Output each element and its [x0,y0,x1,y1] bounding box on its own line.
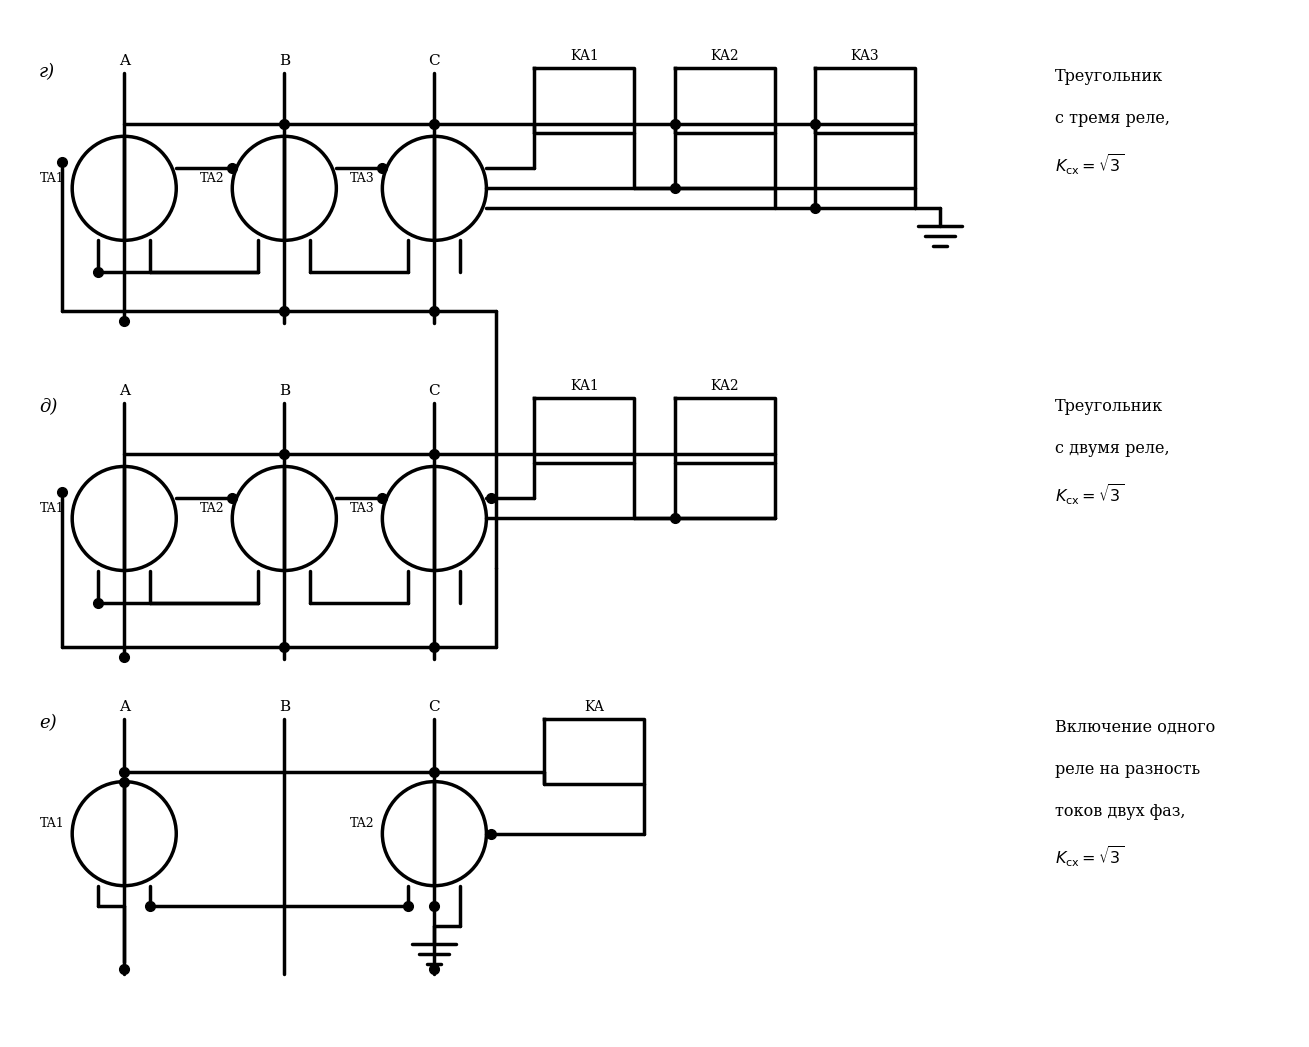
Text: KA1: KA1 [571,379,598,394]
Text: TA2: TA2 [200,502,224,515]
Text: реле на разность: реле на разность [1055,760,1200,778]
Text: KA3: KA3 [851,49,878,63]
Text: токов двух фаз,: токов двух фаз, [1055,803,1185,820]
Text: $K_{\mathrm{cx}}=\sqrt{3}$: $K_{\mathrm{cx}}=\sqrt{3}$ [1055,152,1123,177]
Text: C: C [428,54,440,68]
Text: KA2: KA2 [711,49,738,63]
Text: KA: KA [585,699,605,714]
Text: $K_{\mathrm{cx}}=\sqrt{3}$: $K_{\mathrm{cx}}=\sqrt{3}$ [1055,483,1123,507]
Text: TA3: TA3 [350,172,374,185]
Text: TA1: TA1 [39,502,64,515]
Text: Треугольник: Треугольник [1055,399,1162,416]
Text: KA1: KA1 [571,49,598,63]
Text: е): е) [39,714,56,732]
Text: TA2: TA2 [350,817,374,830]
Text: B: B [279,54,289,68]
Text: TA1: TA1 [39,172,64,185]
Text: $K_{\mathrm{cx}}=\sqrt{3}$: $K_{\mathrm{cx}}=\sqrt{3}$ [1055,845,1123,869]
Text: A: A [119,699,130,714]
Text: Включение одного: Включение одного [1055,718,1215,736]
Text: A: A [119,384,130,399]
Text: с двумя реле,: с двумя реле, [1055,441,1169,458]
Text: с тремя реле,: с тремя реле, [1055,110,1170,128]
Text: B: B [279,384,289,399]
Text: A: A [119,54,130,68]
Text: д): д) [39,399,58,417]
Text: TA2: TA2 [200,172,224,185]
Text: C: C [428,384,440,399]
Text: г): г) [39,63,55,82]
Text: TA3: TA3 [350,502,374,515]
Text: TA1: TA1 [39,817,64,830]
Text: B: B [279,699,289,714]
Text: Треугольник: Треугольник [1055,68,1162,85]
Text: KA2: KA2 [711,379,738,394]
Text: C: C [428,699,440,714]
